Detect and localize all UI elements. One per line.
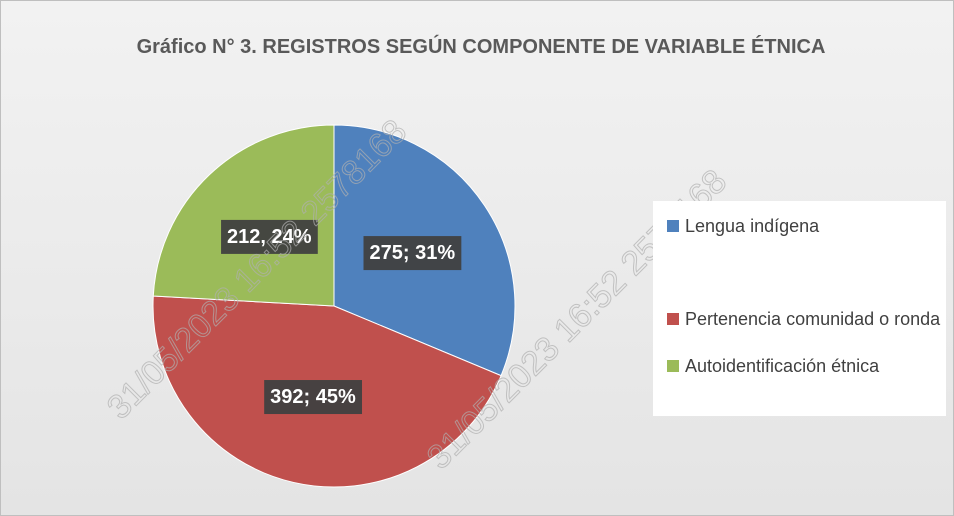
data-label: 392; 45% xyxy=(270,386,356,408)
data-label: 275; 31% xyxy=(370,242,456,264)
legend-label: Pertenencia comunidad o ronda xyxy=(685,309,941,329)
data-label-box xyxy=(363,236,462,271)
data-label-box xyxy=(221,219,318,254)
legend-entry: Pertenencia comunidad o ronda xyxy=(663,304,943,334)
data-label-box xyxy=(264,380,363,415)
legend-swatch xyxy=(667,360,679,372)
legend-label: Autoidentificación étnica xyxy=(685,356,880,376)
legend: Lengua indígena Pertenencia comunidad o r… xyxy=(653,201,946,416)
legend-entry: Autoidentificación étnica xyxy=(663,351,943,381)
pie-slice xyxy=(152,124,335,307)
legend-swatch xyxy=(667,313,679,325)
chart-title: Gráfico N° 3. REGISTROS SEGÚN COMPONENTE… xyxy=(136,36,826,58)
legend-label: Lengua indígena xyxy=(685,216,820,236)
data-label: 212, 24% xyxy=(227,226,312,248)
legend-entry: Lengua indígena xyxy=(663,211,943,241)
legend-swatch xyxy=(667,220,679,232)
